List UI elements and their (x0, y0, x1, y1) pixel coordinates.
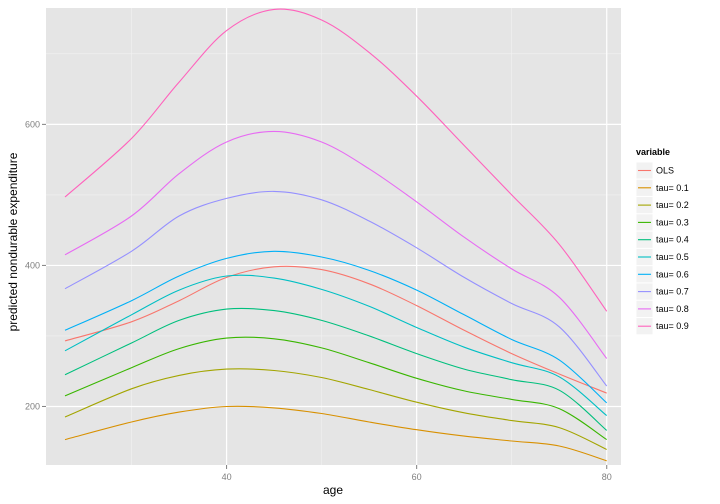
legend: variable OLS tau= 0.1 tau= 0.2 tau= 0.3 tau=… (635, 147, 689, 336)
y-axis: 200 400 600 (25, 119, 46, 411)
x-tick-label: 60 (412, 472, 422, 482)
y-tick-label: 600 (25, 119, 40, 129)
legend-label: tau= 0.5 (656, 252, 689, 262)
series-line (64, 405, 607, 462)
plot-panel (46, 8, 621, 465)
series-line (64, 368, 607, 450)
legend-label: tau= 0.8 (656, 304, 689, 314)
legend-label: tau= 0.2 (656, 200, 689, 210)
series-line (64, 190, 608, 387)
x-axis: 40 60 80 (222, 465, 612, 482)
series-line (64, 130, 608, 359)
x-tick-label: 80 (602, 472, 612, 482)
legend-label: tau= 0.4 (656, 235, 689, 245)
series-line (64, 250, 608, 404)
legend-title: variable (636, 147, 670, 157)
major-gridlines (46, 8, 621, 465)
legend-label: tau= 0.9 (656, 321, 689, 331)
series-line (64, 274, 608, 417)
legend-label: OLS (656, 166, 674, 176)
y-tick-label: 400 (25, 260, 40, 270)
series-line (64, 265, 607, 394)
legend-label: tau= 0.3 (656, 217, 689, 227)
legend-label: tau= 0.6 (656, 269, 689, 279)
x-tick-label: 40 (222, 472, 232, 482)
series-lines (64, 8, 608, 462)
y-tick-label: 200 (25, 401, 40, 411)
legend-label: tau= 0.7 (656, 287, 689, 297)
series-line (64, 307, 608, 431)
series-line (64, 336, 608, 441)
y-axis-title: predicted nondurable expenditure (6, 152, 20, 331)
legend-label: tau= 0.1 (656, 183, 689, 193)
series-line (64, 8, 608, 312)
x-axis-title: age (323, 483, 343, 497)
